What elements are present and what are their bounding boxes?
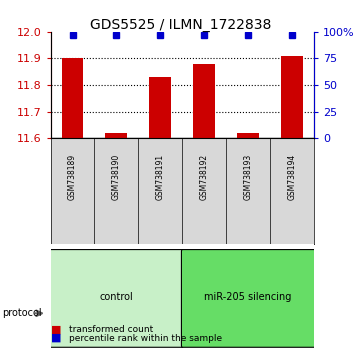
Bar	[149, 77, 171, 138]
FancyBboxPatch shape	[182, 250, 315, 347]
Bar	[281, 56, 303, 138]
Text: GSM738192: GSM738192	[200, 154, 209, 200]
Text: control: control	[100, 292, 133, 302]
Text: transformed count: transformed count	[69, 325, 153, 334]
FancyBboxPatch shape	[50, 250, 183, 347]
Text: GSM738191: GSM738191	[156, 154, 165, 200]
Bar	[193, 64, 215, 138]
Text: miR-205 silencing: miR-205 silencing	[204, 292, 292, 302]
Bar	[237, 133, 259, 138]
Text: ■: ■	[51, 324, 61, 334]
Text: ■: ■	[51, 333, 61, 343]
Bar	[61, 58, 83, 138]
Bar	[105, 133, 127, 138]
Text: protocol: protocol	[2, 308, 42, 318]
Text: GSM738189: GSM738189	[68, 154, 77, 200]
Text: GDS5525 / ILMN_1722838: GDS5525 / ILMN_1722838	[90, 18, 271, 32]
Text: GSM738193: GSM738193	[244, 154, 253, 200]
Text: GSM738190: GSM738190	[112, 154, 121, 200]
Text: GSM738194: GSM738194	[288, 154, 297, 200]
Text: percentile rank within the sample: percentile rank within the sample	[69, 333, 222, 343]
